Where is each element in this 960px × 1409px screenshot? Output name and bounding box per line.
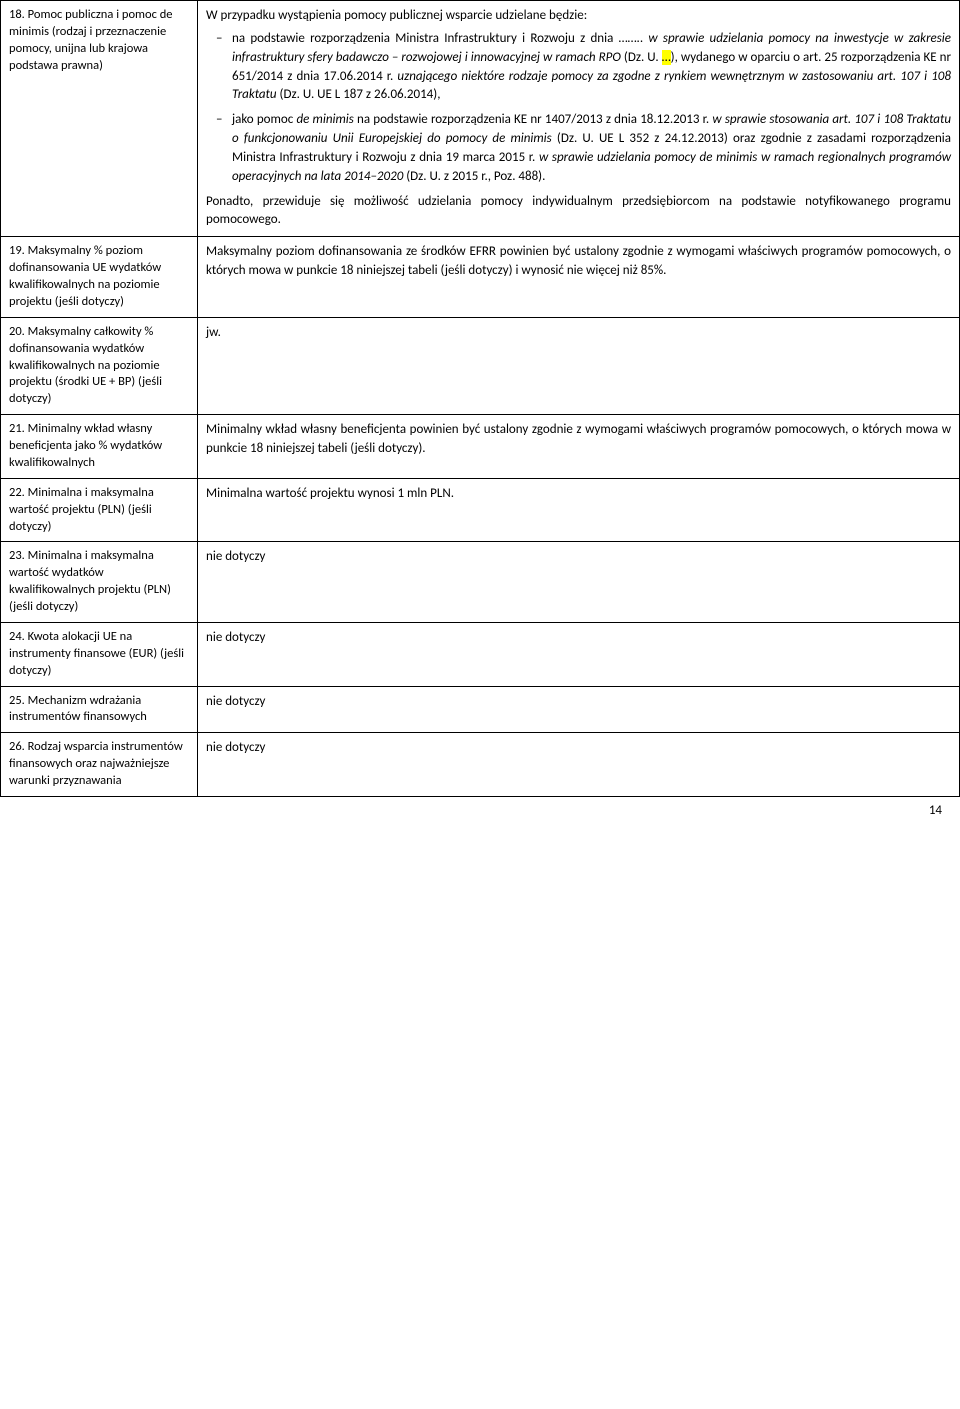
bullet-text: na podstawie rozporządzenia Ministra Inf… (232, 31, 643, 46)
bullet-dz: (Dz. U. (624, 50, 662, 65)
row-num: 22. (9, 485, 25, 500)
row-25-content: nie dotyczy (198, 686, 960, 733)
row-num: 25. (9, 693, 25, 708)
row-label-text: Maksymalny całkowity % dofinansowania wy… (9, 324, 162, 407)
row-label-text: Mechanizm wdrażania instrumentów finanso… (9, 693, 147, 725)
bullet-tail: (Dz. U. UE L 187 z 26.06.2014), (280, 87, 441, 102)
row-num: 20. (9, 324, 25, 339)
row-21-content: Minimalny wkład własny beneficjenta powi… (198, 415, 960, 479)
row-21-label: 21. Minimalny wkład własny beneficjenta … (1, 415, 198, 479)
row-label-text: Kwota alokacji UE na instrumenty finanso… (9, 629, 184, 678)
row-24-label: 24. Kwota alokacji UE na instrumenty fin… (1, 622, 198, 686)
row-26-label: 26. Rodzaj wsparcia instrumentów finanso… (1, 733, 198, 797)
row-23-label: 23. Minimalna i maksymalna wartość wydat… (1, 542, 198, 623)
row-19-label: 19. Maksymalny % poziom dofinansowania U… (1, 237, 198, 318)
row-label-text: Minimalna i maksymalna wartość wydatków … (9, 548, 171, 614)
row-26-content: nie dotyczy (198, 733, 960, 797)
bullet-italic-0: de minimis (296, 112, 353, 127)
bullet-tail: (Dz. U. z 2015 r., Poz. 488). (406, 169, 545, 184)
bullet-highlight: … (662, 50, 671, 65)
row-18-intro: W przypadku wystąpienia pomocy publiczne… (206, 7, 951, 26)
row-num: 26. (9, 739, 25, 754)
row-num: 23. (9, 548, 25, 563)
row-18-label: 18. Pomoc publiczna i pomoc de minimis (… (1, 1, 198, 237)
row-label-text: Pomoc publiczna i pomoc de minimis (rodz… (9, 7, 173, 73)
row-18-content: W przypadku wystąpienia pomocy publiczne… (198, 1, 960, 237)
row-24-content: nie dotyczy (198, 622, 960, 686)
row-22-label: 22. Minimalna i maksymalna wartość proje… (1, 478, 198, 542)
row-22-content: Minimalna wartość projektu wynosi 1 mln … (198, 478, 960, 542)
row-18-bullets: na podstawie rozporządzenia Ministra Inf… (206, 30, 951, 187)
row-18-bullet-1: na podstawie rozporządzenia Ministra Inf… (220, 30, 951, 105)
row-label-text: Minimalny wkład własny beneficjenta jako… (9, 421, 162, 470)
row-20-content: jw. (198, 317, 960, 414)
bullet-mid1: na podstawie rozporządzenia KE nr 1407/2… (354, 112, 713, 127)
row-num: 24. (9, 629, 25, 644)
row-num: 19. (9, 243, 25, 258)
page-number: 14 (0, 797, 960, 828)
row-label-text: Rodzaj wsparcia instrumentów finansowych… (9, 739, 183, 788)
bullet-text: jako pomoc (232, 112, 296, 127)
row-num: 21. (9, 421, 25, 436)
row-18-bullet-2: jako pomoc de minimis na podstawie rozpo… (220, 111, 951, 186)
row-19-content: Maksymalny poziom dofinansowania ze środ… (198, 237, 960, 318)
row-25-label: 25. Mechanizm wdrażania instrumentów fin… (1, 686, 198, 733)
row-label-text: Maksymalny % poziom dofinansowania UE wy… (9, 243, 161, 309)
row-18-post: Ponadto, przewiduje się możliwość udziel… (206, 193, 951, 231)
row-num: 18. (9, 7, 25, 22)
document-table: 18. Pomoc publiczna i pomoc de minimis (… (0, 0, 960, 797)
row-label-text: Minimalna i maksymalna wartość projektu … (9, 485, 154, 534)
row-23-content: nie dotyczy (198, 542, 960, 623)
row-20-label: 20. Maksymalny całkowity % dofinansowani… (1, 317, 198, 414)
